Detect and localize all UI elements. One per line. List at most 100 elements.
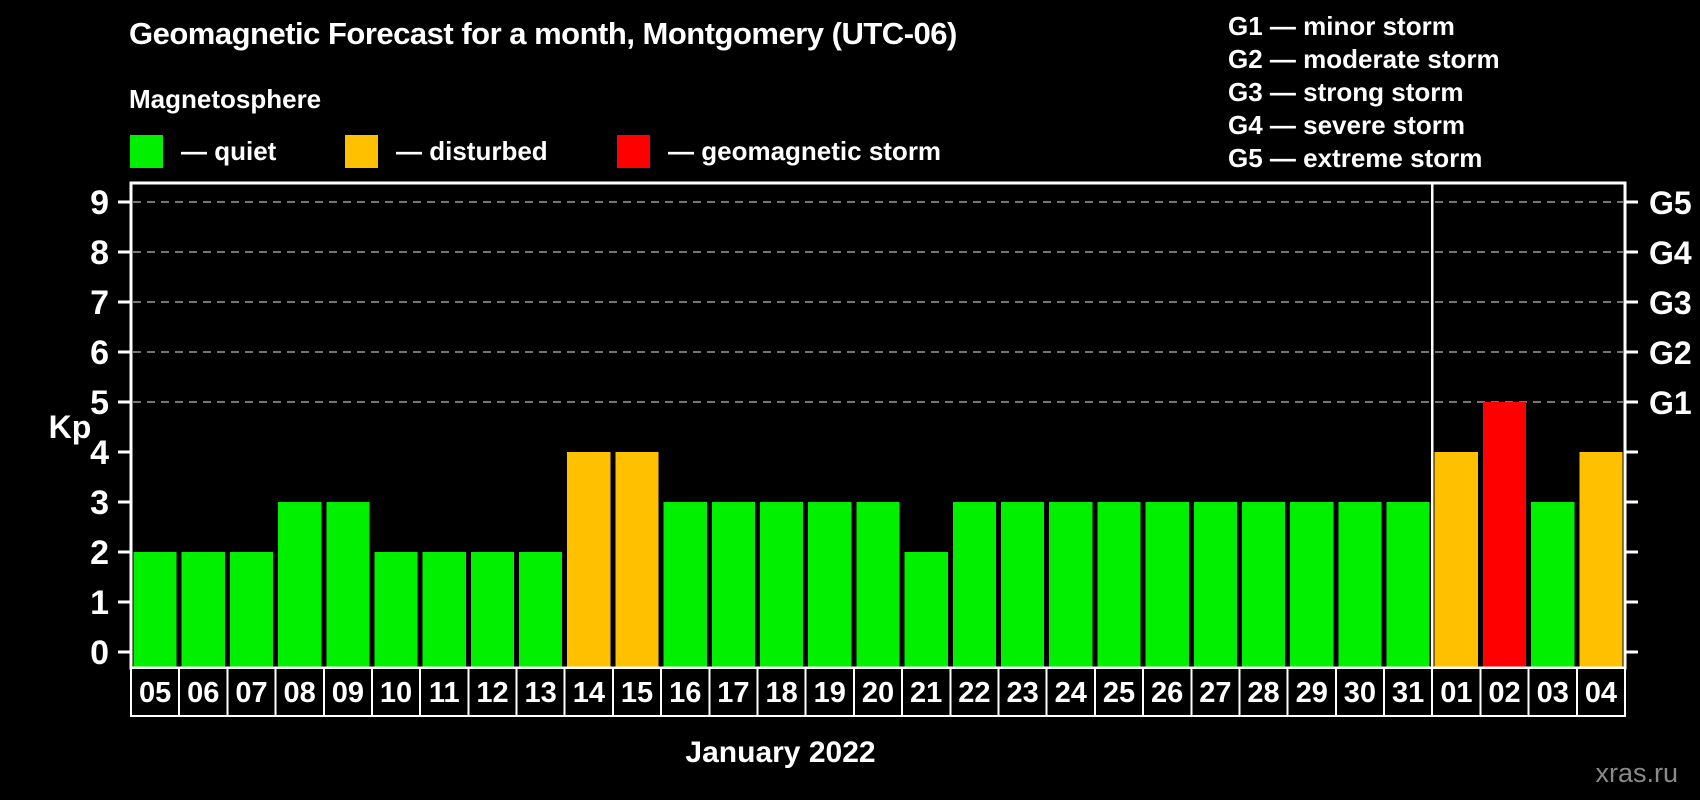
day-cell-16 xyxy=(660,667,711,717)
y-axis-label-4: 4 xyxy=(90,434,109,472)
day-cell-30 xyxy=(1334,667,1386,717)
bar-day-30 xyxy=(1338,502,1382,668)
day-cell-23 xyxy=(997,667,1048,717)
day-cell-19 xyxy=(804,667,855,717)
day-cell-05 xyxy=(130,667,181,717)
day-cell-03 xyxy=(1527,667,1578,717)
day-label-15: 15 xyxy=(621,677,653,709)
y-axis-label-8: 8 xyxy=(90,234,109,272)
bar-day-08 xyxy=(278,502,322,668)
right-axis-label-G3: G3 xyxy=(1649,285,1692,321)
day-cell-14 xyxy=(563,667,614,717)
bar-day-25 xyxy=(1097,502,1141,668)
bar-day-23 xyxy=(1000,502,1045,668)
day-cell-09 xyxy=(322,667,373,717)
day-cell-13 xyxy=(515,667,566,717)
bar-day-12 xyxy=(470,552,515,668)
bar-day-29 xyxy=(1290,502,1334,668)
day-cell-04 xyxy=(1575,667,1626,717)
day-label-07: 07 xyxy=(235,677,267,709)
day-label-17: 17 xyxy=(717,677,749,709)
y-axis-label-5: 5 xyxy=(90,384,109,422)
bar-day-24 xyxy=(1049,502,1093,668)
right-axis-label-G4: G4 xyxy=(1649,235,1692,271)
y-axis-label-1: 1 xyxy=(90,584,109,622)
day-label-05: 05 xyxy=(139,677,171,709)
g-legend-line-1: G1 — minor storm xyxy=(1228,11,1455,41)
y-axis-label-9: 9 xyxy=(90,184,109,222)
y-axis-label-7: 7 xyxy=(90,284,109,322)
bar-day-05 xyxy=(133,552,177,668)
bar-day-10 xyxy=(374,552,418,668)
chart-title: Geomagnetic Forecast for a month, Montgo… xyxy=(129,16,957,51)
day-label-02: 02 xyxy=(1488,677,1520,709)
day-label-31: 31 xyxy=(1392,677,1424,709)
day-label-13: 13 xyxy=(525,677,557,709)
day-label-27: 27 xyxy=(1199,677,1231,709)
day-cell-07 xyxy=(226,667,277,717)
day-cell-27 xyxy=(1190,667,1241,717)
legend-item-label: — disturbed xyxy=(396,135,548,166)
day-cell-18 xyxy=(756,667,807,717)
day-label-29: 29 xyxy=(1296,677,1328,709)
day-cell-15 xyxy=(611,667,663,717)
day-label-16: 16 xyxy=(669,677,701,709)
day-label-01: 01 xyxy=(1440,677,1472,709)
bar-day-19 xyxy=(808,502,852,668)
legend-item-storm: — geomagnetic storm xyxy=(617,133,941,169)
bar-day-16 xyxy=(663,502,707,668)
day-label-08: 08 xyxy=(284,677,316,709)
y-axis-label-3: 3 xyxy=(90,484,109,522)
storm-swatch xyxy=(617,134,650,168)
g-legend-line-5: G5 — extreme storm xyxy=(1228,143,1483,173)
bar-day-11 xyxy=(422,552,466,668)
legend-item-quiet: — quiet xyxy=(130,133,276,169)
day-cell-02 xyxy=(1479,667,1530,717)
day-cell-06 xyxy=(178,667,229,717)
bar-day-31 xyxy=(1386,502,1430,668)
day-label-10: 10 xyxy=(380,677,412,709)
day-label-11: 11 xyxy=(429,677,460,709)
y-axis-label-2: 2 xyxy=(90,534,109,572)
g-scale-legend: G1 — minor storm G2 — moderate storm G3 — … xyxy=(1228,10,1500,175)
day-label-06: 06 xyxy=(187,677,219,709)
day-label-24: 24 xyxy=(1055,677,1087,709)
day-label-04: 04 xyxy=(1585,677,1617,709)
bar-day-22 xyxy=(952,502,996,668)
y-axis-title: Kp xyxy=(49,409,92,445)
bar-day-01 xyxy=(1434,452,1478,668)
day-label-28: 28 xyxy=(1247,677,1279,709)
g-legend-line-2: G2 — moderate storm xyxy=(1228,44,1500,74)
bar-day-14 xyxy=(567,452,611,668)
y-axis-label-6: 6 xyxy=(90,334,109,372)
legend-item-disturbed: — disturbed xyxy=(345,133,548,169)
bar-day-02 xyxy=(1482,402,1527,668)
day-label-20: 20 xyxy=(862,677,894,709)
day-cell-11 xyxy=(419,667,470,717)
y-axis-label-0: 0 xyxy=(90,634,109,672)
bar-day-26 xyxy=(1145,502,1189,668)
bar-day-20 xyxy=(856,502,900,668)
day-label-03: 03 xyxy=(1537,677,1569,709)
day-cell-28 xyxy=(1238,667,1289,717)
day-cell-31 xyxy=(1383,667,1434,717)
day-label-22: 22 xyxy=(958,677,990,709)
bar-day-15 xyxy=(615,452,659,668)
day-cell-29 xyxy=(1286,667,1337,717)
bar-day-06 xyxy=(181,552,225,668)
bar-day-13 xyxy=(519,552,563,668)
bar-day-03 xyxy=(1531,502,1575,668)
day-cell-12 xyxy=(467,667,518,717)
watermark: xras.ru xyxy=(1595,758,1678,788)
g-legend-line-4: G4 — severe storm xyxy=(1228,110,1466,140)
day-label-09: 09 xyxy=(332,677,364,709)
day-cell-21 xyxy=(901,667,952,717)
bar-day-17 xyxy=(711,502,756,668)
bar-day-04 xyxy=(1579,452,1623,668)
day-label-14: 14 xyxy=(573,677,605,709)
day-label-12: 12 xyxy=(476,677,508,709)
g-legend-line-3: G3 — strong storm xyxy=(1228,77,1464,107)
bar-day-18 xyxy=(760,502,804,668)
